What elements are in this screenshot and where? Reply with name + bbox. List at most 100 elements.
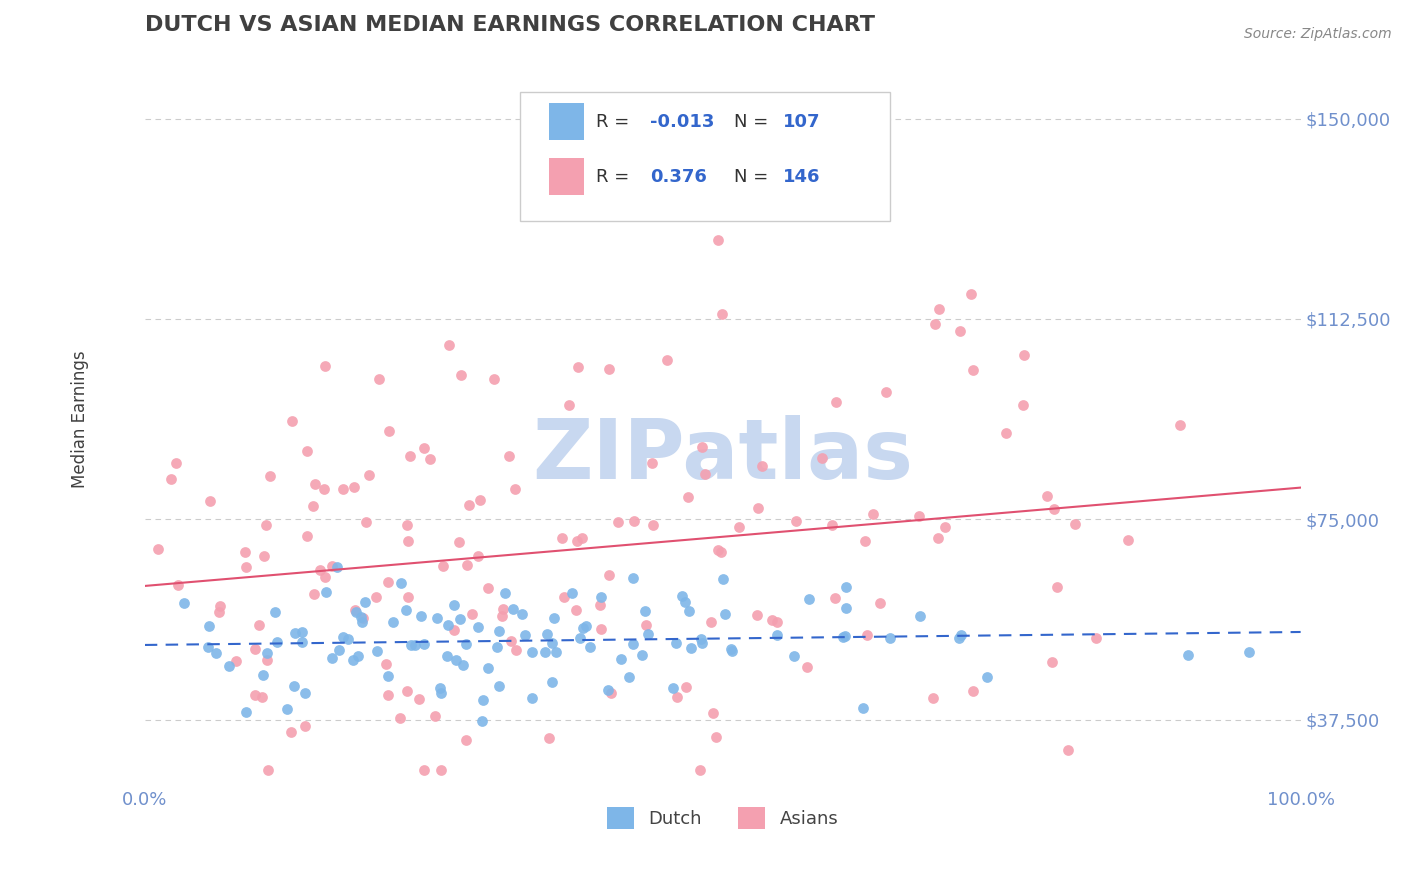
Point: [312, 482, 335, 496]
Point: [309, 563, 332, 577]
Point: [728, 520, 751, 534]
Point: [558, 398, 581, 412]
Point: [357, 468, 380, 483]
Point: [377, 669, 399, 683]
Point: [512, 607, 534, 622]
Point: [834, 600, 856, 615]
Point: [565, 603, 588, 617]
Point: [665, 690, 688, 704]
Point: [714, 607, 737, 621]
Point: [160, 472, 183, 486]
Point: [198, 493, 221, 508]
Point: [252, 667, 274, 681]
Point: [1177, 648, 1199, 662]
Point: [207, 605, 229, 619]
Legend: Dutch, Asians: Dutch, Asians: [600, 800, 845, 836]
Point: [623, 514, 645, 528]
Point: [264, 605, 287, 619]
Point: [908, 609, 931, 624]
FancyBboxPatch shape: [520, 92, 890, 221]
Point: [470, 493, 492, 508]
Point: [831, 630, 853, 644]
Point: [408, 691, 430, 706]
Point: [426, 610, 449, 624]
Text: 146: 146: [783, 168, 820, 186]
Point: [751, 459, 773, 474]
Point: [346, 605, 368, 619]
Point: [948, 631, 970, 645]
Text: 0.376: 0.376: [650, 168, 707, 186]
Point: [568, 631, 591, 645]
Point: [328, 643, 350, 657]
Point: [502, 602, 524, 616]
Point: [695, 467, 717, 482]
Point: [218, 658, 240, 673]
Point: [467, 620, 489, 634]
Point: [567, 359, 589, 374]
Point: [536, 627, 558, 641]
Point: [505, 482, 527, 496]
Point: [412, 764, 434, 778]
Point: [834, 628, 856, 642]
Point: [437, 618, 460, 632]
Point: [165, 456, 187, 470]
Text: N =: N =: [734, 168, 775, 186]
Point: [707, 233, 730, 247]
Point: [396, 590, 419, 604]
Point: [641, 456, 664, 470]
Point: [235, 706, 257, 720]
Point: [367, 372, 389, 386]
Point: [352, 611, 374, 625]
Point: [700, 615, 723, 629]
Point: [690, 441, 713, 455]
Point: [430, 764, 453, 778]
Point: [513, 628, 536, 642]
Point: [578, 640, 600, 655]
Point: [835, 580, 858, 594]
Point: [294, 719, 316, 733]
Point: [540, 636, 562, 650]
Point: [209, 599, 232, 614]
Point: [852, 701, 875, 715]
Point: [364, 590, 387, 604]
Point: [1012, 398, 1035, 412]
Point: [304, 477, 326, 491]
Point: [350, 615, 373, 630]
Point: [962, 684, 984, 698]
Point: [436, 648, 458, 663]
Point: [598, 568, 620, 582]
Point: [1012, 348, 1035, 362]
Point: [619, 670, 641, 684]
Point: [395, 684, 418, 698]
Point: [321, 650, 343, 665]
Point: [690, 636, 713, 650]
Point: [336, 632, 359, 647]
Point: [520, 645, 543, 659]
Point: [553, 591, 575, 605]
Point: [294, 686, 316, 700]
Text: 107: 107: [783, 112, 820, 130]
Point: [494, 586, 516, 600]
Point: [927, 531, 949, 545]
Point: [567, 534, 589, 549]
Point: [354, 515, 377, 529]
Point: [710, 545, 733, 559]
Point: [853, 533, 876, 548]
Point: [450, 368, 472, 383]
Point: [561, 586, 583, 600]
Point: [443, 623, 465, 637]
Point: [799, 591, 821, 606]
Point: [824, 591, 846, 606]
Point: [304, 586, 326, 600]
Point: [389, 711, 412, 725]
Point: [676, 490, 699, 504]
Point: [689, 764, 711, 778]
Point: [409, 608, 432, 623]
Point: [347, 648, 370, 663]
Point: [280, 724, 302, 739]
Point: [720, 642, 742, 657]
Point: [710, 307, 733, 321]
Point: [314, 570, 336, 584]
Point: [706, 542, 728, 557]
Point: [875, 385, 897, 400]
